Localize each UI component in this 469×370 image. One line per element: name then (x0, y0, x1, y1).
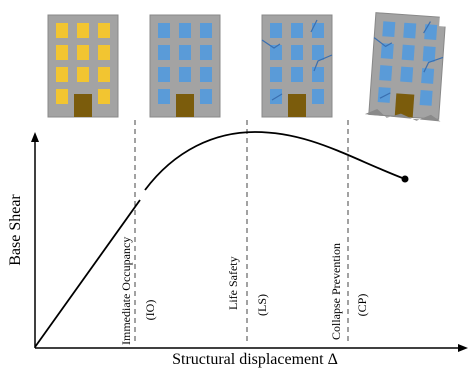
window (421, 68, 434, 84)
window (424, 24, 437, 40)
x-axis-arrow (458, 344, 468, 352)
window (200, 67, 212, 82)
level-name: Life Safety (226, 256, 240, 310)
curve-end (402, 176, 409, 183)
level-name: Collapse Prevention (329, 243, 343, 340)
window (158, 67, 170, 82)
window (403, 23, 416, 39)
door (395, 93, 415, 117)
building (48, 15, 118, 117)
window (312, 89, 324, 104)
capacity-curve (35, 132, 405, 347)
window (98, 67, 110, 82)
window (56, 89, 68, 104)
window (420, 90, 433, 106)
window (77, 67, 89, 82)
window (378, 87, 391, 103)
window (77, 45, 89, 60)
window (291, 67, 303, 82)
window (291, 45, 303, 60)
building (365, 7, 450, 122)
level-abbr: (CP) (355, 294, 369, 317)
window (179, 67, 191, 82)
window (200, 45, 212, 60)
window (312, 45, 324, 60)
y-axis-arrow (31, 132, 39, 142)
window (291, 23, 303, 38)
window (270, 67, 282, 82)
window (312, 67, 324, 82)
window (379, 65, 392, 81)
window (158, 45, 170, 60)
building (150, 15, 220, 117)
window (179, 45, 191, 60)
door (176, 94, 194, 117)
door (288, 94, 306, 117)
window (382, 21, 395, 37)
window (98, 45, 110, 60)
door (74, 94, 92, 117)
buildings (48, 7, 450, 122)
window (56, 23, 68, 38)
window (270, 23, 282, 38)
building (262, 15, 332, 117)
window (400, 67, 413, 83)
window (270, 89, 282, 104)
window (402, 45, 415, 61)
level-abbr: (LS) (255, 294, 269, 316)
y-axis-label: Base Shear (7, 194, 24, 266)
window (200, 23, 212, 38)
pushover-diagram: Base Shear Structural displacement Δ Imm… (0, 0, 469, 370)
window (98, 89, 110, 104)
window (56, 45, 68, 60)
window (56, 67, 68, 82)
x-axis-label: Structural displacement Δ (172, 351, 338, 368)
level-abbr: (IO) (143, 300, 157, 321)
window (179, 23, 191, 38)
window (77, 23, 89, 38)
window (98, 23, 110, 38)
level-name: Immediate Occupancy (119, 237, 133, 345)
window (423, 46, 436, 62)
collapse-gap (439, 12, 450, 27)
window (158, 23, 170, 38)
window (200, 89, 212, 104)
window (158, 89, 170, 104)
